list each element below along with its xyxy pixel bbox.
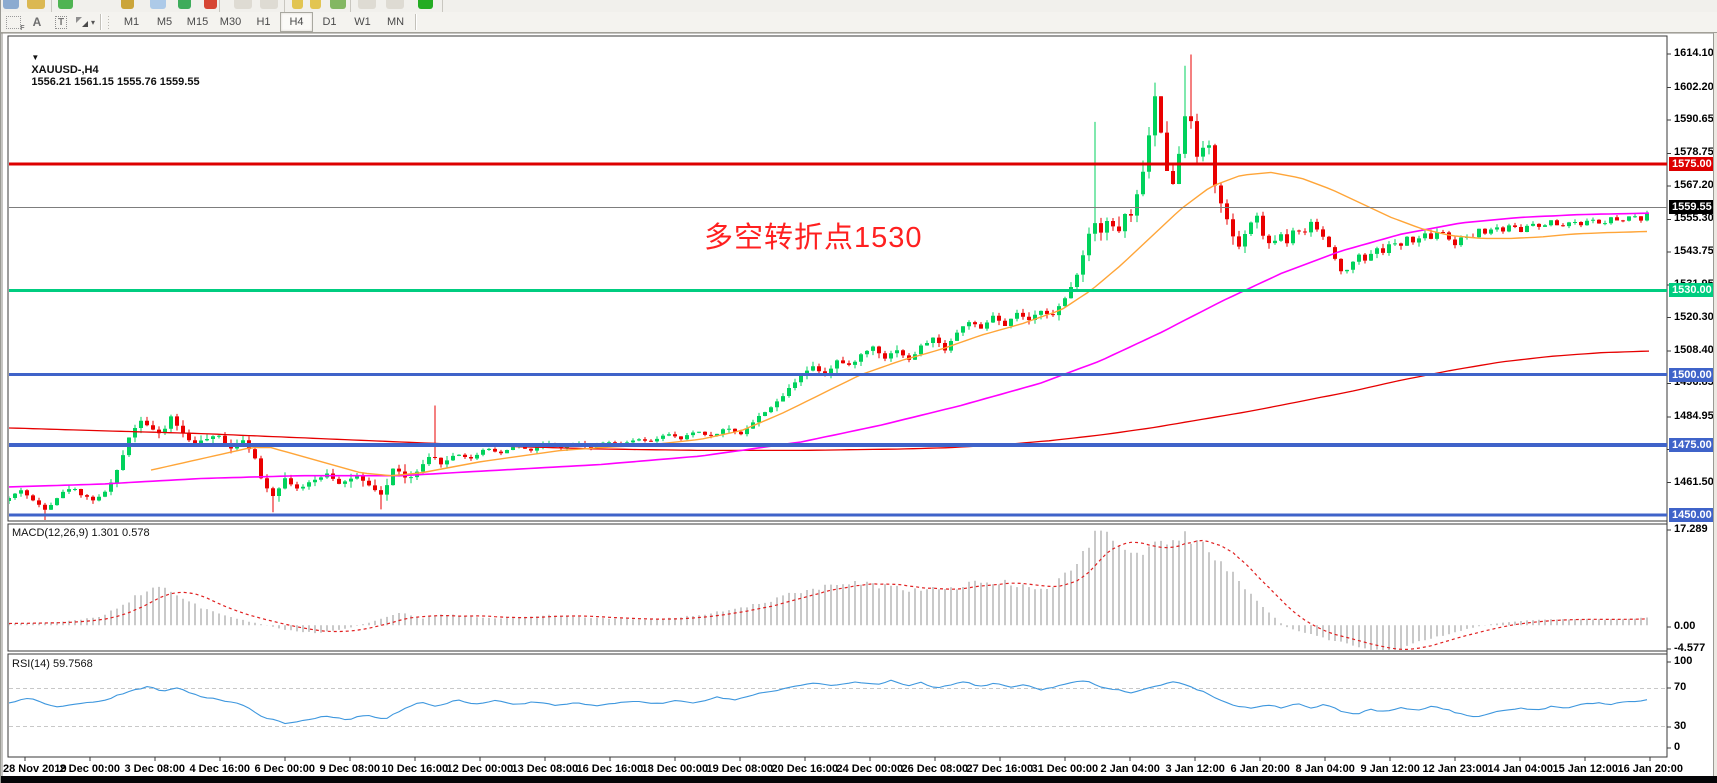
toolbar-separator: [415, 14, 416, 30]
timeframe-button-MN[interactable]: MN: [386, 16, 405, 28]
timeframe-button-M1[interactable]: M1: [123, 16, 140, 28]
timeframe-button-H1[interactable]: H1: [256, 16, 271, 28]
main-chart-group: [9, 54, 1650, 520]
rsi-line: [9, 679, 1648, 725]
ma-slow-red: [9, 350, 1650, 452]
rsi-panel-border: [7, 653, 1668, 758]
cascade-windows-icon[interactable]: [386, 0, 404, 9]
macd-group: [9, 530, 1648, 650]
timeframe-button-D1[interactable]: D1: [322, 16, 337, 28]
timeframe-button-W1[interactable]: W1: [354, 16, 371, 28]
chart-window-icon[interactable]: [3, 0, 19, 9]
macd-signal-line: [9, 539, 1648, 650]
ma-mid-magenta: [9, 212, 1650, 488]
bar-chart-icon[interactable]: [234, 0, 252, 9]
toolbar-separator: [51, 0, 52, 12]
play-icon[interactable]: [178, 0, 191, 9]
crosshair-grid-icon[interactable]: F: [1, 14, 25, 32]
window-bottom-edge: [1, 776, 1717, 783]
stop-icon[interactable]: [204, 0, 217, 9]
drawing-tools-icon[interactable]: ▾: [73, 14, 97, 30]
indicators-icon[interactable]: [330, 0, 346, 9]
zoom-in-icon[interactable]: [292, 0, 303, 9]
tile-windows-icon[interactable]: [358, 0, 376, 9]
macd-histogram: [9, 530, 1648, 650]
add-indicator-icon[interactable]: [418, 0, 433, 9]
timeframe-button-H4[interactable]: H4: [280, 12, 313, 32]
candle-chart-icon[interactable]: [260, 0, 278, 9]
toolbar-separator: [219, 0, 220, 12]
text-label-icon[interactable]: A: [32, 15, 42, 29]
ma-fast-orange: [150, 171, 1648, 477]
toolbar-separator: [442, 0, 443, 12]
toolbar-separator: [350, 0, 351, 12]
zoom-icon[interactable]: [27, 0, 45, 9]
autotrading-icon[interactable]: [150, 0, 166, 9]
text-box-icon[interactable]: T: [49, 14, 73, 30]
timeframe-button-M30[interactable]: M30: [219, 16, 242, 28]
timeframe-button-group: M1 M5 M15 M30 H1 H4 D1 W1 MN: [115, 12, 412, 32]
toolbar-separator: [284, 0, 285, 12]
window-right-edge: [1713, 33, 1717, 776]
toolbar-separator: [100, 14, 101, 30]
new-order-icon[interactable]: [58, 0, 73, 9]
timeframe-button-M15[interactable]: M15: [186, 16, 209, 28]
zoom-out-icon[interactable]: [310, 0, 321, 9]
rsi-group: [9, 679, 1666, 727]
timeframe-button-M5[interactable]: M5: [156, 16, 173, 28]
chevron-down-icon[interactable]: ▾: [90, 17, 95, 27]
cursor-icon[interactable]: [121, 0, 134, 9]
toolbar-grip[interactable]: [107, 15, 111, 29]
